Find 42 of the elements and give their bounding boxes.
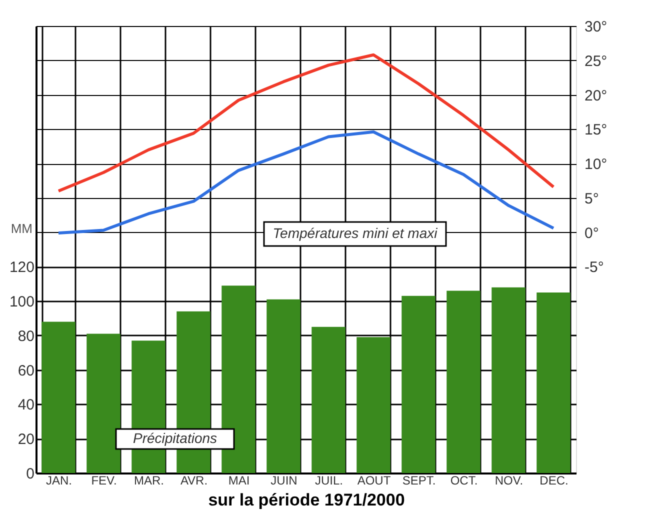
x-tick-label: JAN.: [46, 474, 72, 488]
series-label: Précipitations: [132, 430, 218, 446]
y2-tick-label: -5°: [584, 259, 604, 276]
annotation: Températures mini et maxi: [272, 225, 438, 241]
x-tick-label: DEC.: [540, 474, 568, 488]
x-tick-label: JUIL.: [314, 474, 344, 488]
bar: [222, 286, 256, 473]
bar: [86, 334, 120, 473]
x-tick-label: NOV.: [494, 474, 524, 488]
y-tick-label: 120: [9, 259, 34, 276]
y-tick-label: 20: [18, 431, 34, 448]
y2-tick-label: 10°: [584, 156, 608, 174]
x-axis-title: sur la période 1971/2000: [208, 490, 405, 510]
y-tick-label: 80: [18, 328, 34, 345]
x-tick-label: SEPT.: [402, 474, 436, 488]
bar: [492, 287, 526, 473]
y2-tick-label: 25°: [584, 52, 608, 70]
x-tick-label: OCT.: [450, 474, 478, 488]
y-tick-label: 40: [18, 396, 34, 414]
y2-tick-label: 15°: [584, 122, 608, 139]
x-tick-label: AVR.: [180, 474, 208, 488]
bar: [402, 296, 436, 473]
x-tick-label: FEV.: [91, 474, 117, 488]
bar: [356, 337, 390, 473]
bar: [446, 290, 480, 473]
y2-tick-label: 0°: [584, 224, 599, 242]
y-axis-title: MM: [10, 221, 32, 236]
bar: [42, 322, 76, 473]
y2-tick-label: 20°: [584, 87, 608, 104]
y2-tick-label: 5°: [584, 190, 599, 208]
x-tick-label: AOUT: [357, 474, 392, 488]
bar: [312, 326, 346, 473]
y2-tick-label: 30°: [584, 18, 608, 36]
bar: [266, 299, 300, 473]
y-tick-label: 0: [26, 466, 34, 482]
y-tick-label: 100: [9, 294, 34, 311]
y-tick-label: 60: [18, 362, 34, 380]
line-series: [57, 53, 555, 193]
x-tick-label: JUIN: [270, 474, 298, 488]
bar: [536, 292, 570, 473]
x-tick-label: MAR.: [134, 474, 164, 488]
x-tick-label: MAI: [228, 474, 250, 488]
